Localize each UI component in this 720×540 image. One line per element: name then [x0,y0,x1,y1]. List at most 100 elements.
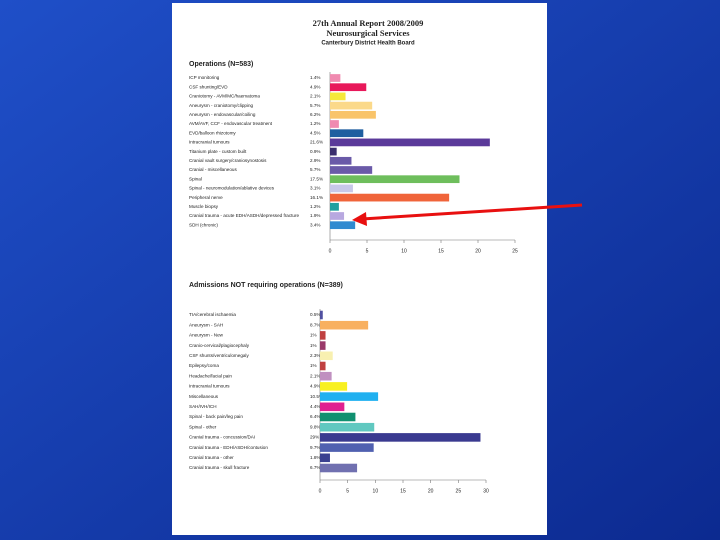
bar [330,166,373,174]
x-tick-label: 0 [319,488,322,494]
value-label: 1.4% [310,75,320,80]
value-label: 3.1% [310,186,320,191]
category-label: Cranial trauma - acute EDH/ASDH/depresse… [189,213,299,218]
arrow-head [352,212,367,226]
value-label: 2.9% [310,158,320,163]
category-label: Aneurysm - New [189,333,224,338]
category-label: Peripheral nerve [189,195,223,200]
value-label: 5.7% [310,103,320,108]
value-label: 9.8% [310,424,320,429]
chart-title: Operations (N=583) [189,61,253,68]
value-label: 8.7% [310,322,320,327]
category-label: Muscle biopsy [189,204,219,209]
category-label: Miscellaneous [189,394,219,399]
value-label: 4.5% [310,130,320,135]
category-label: Headache/facial pain [189,373,232,378]
category-label: Spinal - other [189,424,217,429]
bar [320,341,326,350]
category-label: Cranio-cervical/plagiocephaly [189,343,250,348]
x-tick-label: 25 [456,488,462,494]
category-label: Spinal [189,176,202,181]
bar [330,147,337,156]
value-label: 1.8% [310,455,320,460]
arrow [361,203,583,221]
value-label: 1% [310,333,317,338]
value-label: 2.3% [310,353,320,358]
x-tick-label: 30 [483,488,489,494]
bar [330,129,364,138]
value-label: 4.9% [310,384,320,389]
chart-title: Admissions NOT requiring operations (N=3… [189,282,343,289]
category-label: Epilepsy/coma [189,363,219,368]
x-tick-label: 15 [438,248,444,254]
bar [330,83,367,92]
category-label: Cranial vault surgery/craniosynostosis [189,158,267,163]
bar [330,193,450,202]
bar [320,392,379,401]
value-label: 6.2% [310,112,320,117]
category-label: Cranial trauma - EDH/ASDH/contusion [189,445,268,450]
report-subtitle: Neurosurgical Services [326,28,410,38]
category-label: SDH (chronic) [189,222,218,227]
value-label: 4.9% [310,84,320,89]
bar [330,101,373,110]
category-label: Cranial - miscellaneous [189,167,237,172]
x-tick-label: 0 [329,248,332,254]
value-label: 6.7% [310,465,320,470]
category-label: Intracranial tumours [189,384,230,389]
value-label: 5.7% [310,167,320,172]
bar [330,184,353,193]
bar [330,156,352,165]
bar [320,453,330,463]
value-label: 17.5% [310,176,323,181]
category-label: Craniotomy - AVM/MC/haematoma [189,94,260,99]
x-tick-label: 10 [373,488,379,494]
category-label: CSF shunting/EVD [189,84,228,89]
x-tick-label: 5 [346,488,349,494]
bar [320,310,323,320]
value-label: 2.1% [310,373,320,378]
bar [320,351,333,361]
bar [330,92,346,101]
category-label: Cranial trauma - skull fracture [189,465,250,470]
value-label: 21.6% [310,140,323,145]
x-tick-label: 5 [366,248,369,254]
bar [330,110,376,119]
category-label: Aneurysm - SAH [189,322,223,327]
value-label: 29% [310,435,319,440]
value-label: 1.2% [310,121,320,126]
x-tick-label: 25 [512,248,518,254]
value-label: 1.2% [310,204,320,209]
bar [320,463,358,473]
bar [320,331,326,340]
value-label: 16.1% [310,195,323,200]
category-label: AVM/AVF, CCF - endovascular treatment [189,121,273,126]
bar [320,371,332,381]
bar [320,361,326,371]
x-tick-label: 15 [400,488,406,494]
category-label: ICP monitoring [189,75,220,80]
category-label: Cranial trauma - other [189,455,234,460]
bar [320,433,481,442]
category-label: CSF shunts/ventriculomegaly [189,353,249,358]
bar [330,212,345,220]
bar [320,320,369,330]
category-label: EVD/balloon rhizotomy [189,130,236,135]
category-label: Titanium plate - custom built [189,149,247,154]
value-label: 1.9% [310,213,320,218]
value-label: 3.4% [310,222,320,227]
bar [320,382,348,391]
report-organisation: Canterbury District Health Board [321,41,415,47]
category-label: Cranial trauma - concussion/DAI [189,435,255,440]
bar [330,120,339,128]
bar [330,202,339,211]
x-tick-label: 10 [401,248,407,254]
category-label: Spinal - back pain/leg pain [189,414,243,419]
charts: Operations (N=583) 0 5 10 15 20 25 ICP monitori… [189,61,518,494]
category-label: SAH/IVH/ICH [189,404,217,409]
bar [330,221,356,230]
category-label: TIA/cerebral ischaemia [189,312,236,317]
value-label: 4.4% [310,404,320,409]
bar [320,422,375,432]
value-label: 9.7% [310,445,320,450]
